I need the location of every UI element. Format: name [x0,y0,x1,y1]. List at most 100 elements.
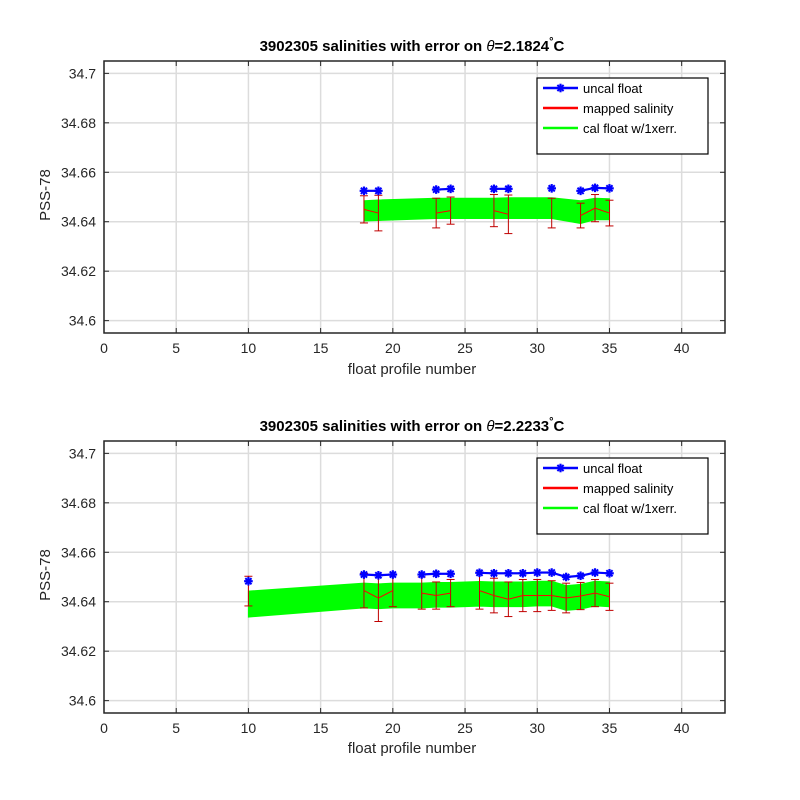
uncal-point [561,572,571,582]
uncal-point-stroke [504,185,513,193]
mapped-line-segment [421,592,437,597]
legend-uncal-star-stroke [556,84,565,92]
x-tick-label: 25 [457,340,473,356]
chart-top-x-axis-label: float profile number [348,361,476,378]
uncal-point-stroke [576,187,585,195]
legend-mapped-label: mapped salinity [583,101,674,116]
legend-uncal-label: uncal float [583,461,643,476]
chart-top-uncal-points [359,183,614,196]
chart-top: 3902305 salinities with error on θ=2.182… [37,36,726,378]
mapped-line-segment [580,207,596,216]
mapped-line-segment [363,208,379,214]
chart-bottom-y-axis-label: PSS-78 [37,549,54,601]
uncal-point [504,184,513,194]
y-tick-label: 34.7 [69,65,96,81]
legend-box [536,77,709,155]
uncal-point [374,186,383,196]
uncal-point [388,570,398,579]
x-tick-label: 25 [457,720,473,736]
legend-uncal-star-stroke [556,464,565,472]
mapped-line-segment [479,590,495,597]
chart-bottom-axes [103,440,726,714]
legend-cal-label: cal float w/1xerr. [583,121,677,136]
chart-top-y-axis-label: PSS-78 [37,169,54,221]
uncal-point [359,570,369,579]
chart-bottom-title: 3902305 salinities with error on θ=2.223… [260,416,565,435]
uncal-point [359,186,369,196]
uncal-point [417,570,427,579]
uncal-point-stroke [389,570,397,579]
uncal-point-stroke [475,568,484,577]
legend-cal-label: cal float w/1xerr. [583,501,677,516]
mapped-line-segment [493,595,509,600]
mapped-line-segment [594,207,610,214]
uncal-point-stroke [244,577,253,586]
mapped-line-segment [594,592,610,598]
y-tick-label: 34.6 [69,693,96,709]
x-tick-label: 40 [674,340,690,356]
x-tick-label: 15 [313,340,329,356]
x-tick-label: 15 [313,720,329,736]
uncal-point-stroke [374,187,383,195]
uncal-point [532,568,542,577]
uncal-point-stroke [374,571,383,580]
legend-box [536,457,709,535]
y-tick-label: 34.62 [61,263,96,279]
mapped-line-segment [493,210,509,215]
x-tick-label: 30 [529,340,545,356]
x-tick-label: 0 [100,340,108,356]
uncal-point-stroke [576,571,585,580]
axes-box [103,440,726,714]
uncal-point [431,185,441,194]
uncal-point-stroke [490,569,498,578]
uncal-point-stroke [446,569,455,578]
x-tick-label: 35 [602,720,618,736]
x-tick-label: 40 [674,720,690,736]
legend-uncal-marker [556,83,565,93]
uncal-point [475,568,484,578]
axes-box [103,60,726,334]
mapped-line-segment [363,590,379,599]
chart-bottom-uncal-points [244,568,614,586]
x-tick-label: 20 [385,720,401,736]
x-tick-label: 0 [100,720,108,736]
x-tick-label: 30 [529,720,545,736]
y-tick-label: 34.64 [61,214,96,230]
uncal-point-stroke [591,184,599,192]
legend-uncal-star [556,83,565,93]
uncal-point-stroke [432,569,440,578]
legend-uncal-label: uncal float [583,81,643,96]
uncal-point [489,184,499,194]
uncal-point-stroke [446,185,455,193]
uncal-point [244,576,253,586]
y-tick-label: 34.62 [61,643,96,659]
chart-bottom-legend: uncal float mapped salinity cal float w/… [536,457,709,535]
uncal-point-stroke [504,569,513,578]
uncal-point-stroke [562,573,570,581]
uncal-point [431,569,441,579]
uncal-point-stroke [432,185,440,194]
mapped-line-segment [378,590,394,599]
chart-top-legend: uncal float mapped salinity cal float w/… [536,77,709,155]
uncal-point [446,569,455,579]
uncal-point [605,184,614,193]
uncal-point [576,186,585,196]
chart-top-mapped-line [363,207,610,216]
chart-bottom-mapped-line [363,590,610,600]
y-tick-label: 34.7 [69,445,96,461]
uncal-point-stroke [591,568,599,577]
chart-top-title: 3902305 salinities with error on θ=2.182… [260,36,565,55]
chart-bottom-x-axis-label: float profile number [348,740,476,757]
uncal-point-stroke [547,184,556,193]
y-tick-label: 34.68 [61,115,96,131]
x-tick-label: 5 [172,340,180,356]
uncal-point [590,568,600,577]
chart-top-tick-labels: 0 5 10 15 20 25 30 35 40 34.6 34.62 34.64 34.66 34.68… [61,65,690,356]
uncal-point [576,571,585,581]
uncal-point-stroke [605,184,614,193]
uncal-point-stroke [533,568,542,577]
uncal-point-stroke [519,569,527,578]
chart-top-axes [103,60,726,334]
uncal-point [547,184,556,193]
